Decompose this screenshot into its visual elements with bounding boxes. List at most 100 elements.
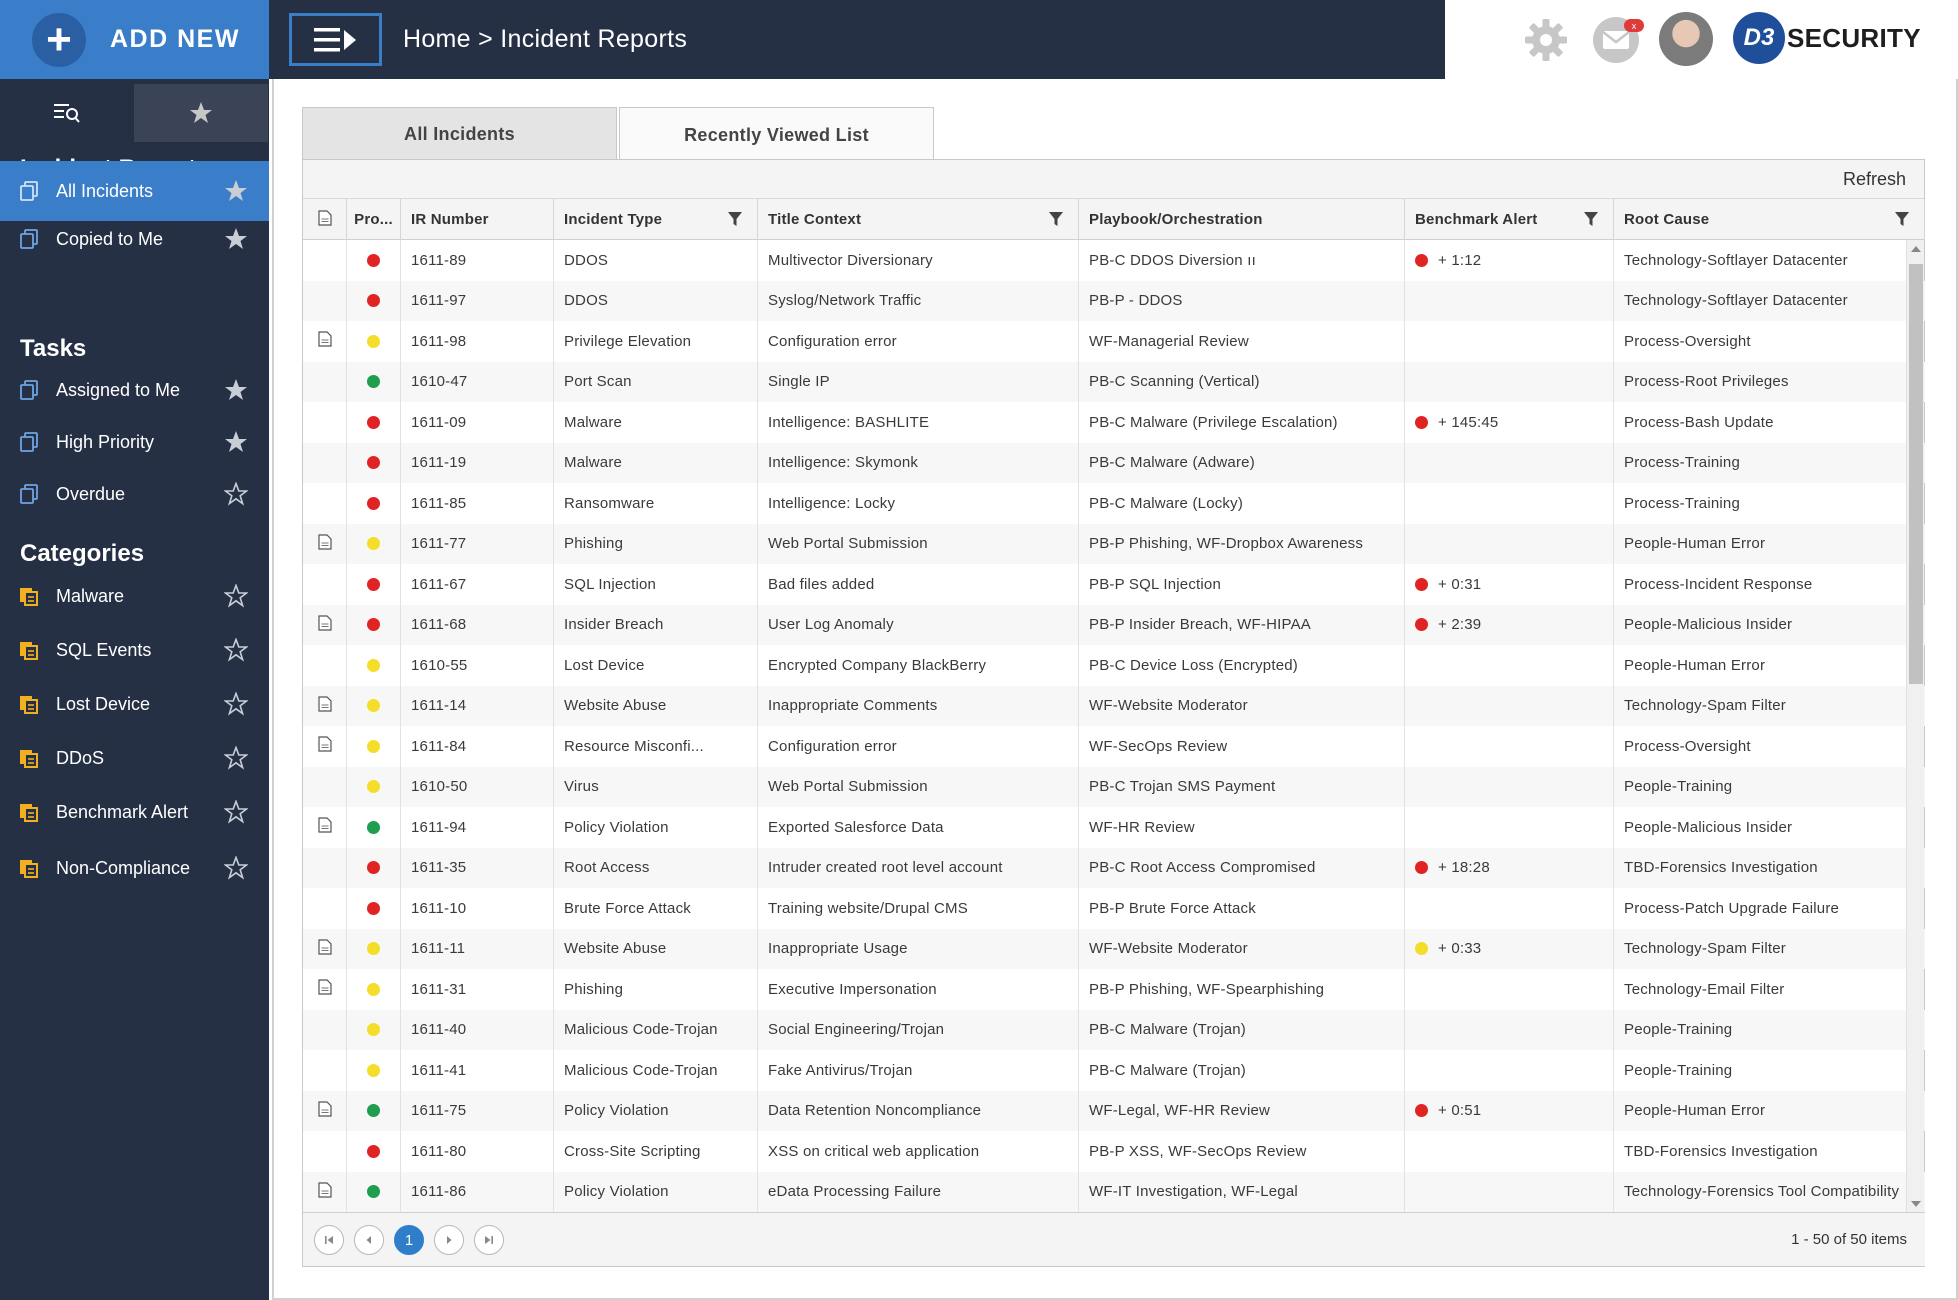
document-icon[interactable] xyxy=(317,1101,332,1121)
column-header-playbook[interactable]: Playbook/Orchestration xyxy=(1079,199,1405,240)
filter-icon[interactable] xyxy=(727,211,743,227)
ir-number-cell[interactable]: 1611-14 xyxy=(401,685,554,726)
scroll-up-arrow[interactable] xyxy=(1907,240,1924,258)
sidebar-item-benchmark-alert[interactable]: Benchmark Alert xyxy=(0,785,269,839)
ir-number-cell[interactable]: 1611-40 xyxy=(401,1009,554,1050)
sidebar-item-copied-to-me[interactable]: Copied to Me xyxy=(0,212,269,266)
sidebar-item-overdue[interactable]: Overdue xyxy=(0,467,269,521)
table-row[interactable]: 1610-47 Port Scan Single IP PB-C Scanning (… xyxy=(303,361,1925,402)
sidebar-item-high-priority[interactable]: High Priority xyxy=(0,415,269,469)
breadcrumb-home[interactable]: Home xyxy=(403,25,471,53)
ir-number-cell[interactable]: 1611-98 xyxy=(401,321,554,362)
column-header-ir-number[interactable]: IR Number xyxy=(401,199,554,240)
ir-number-cell[interactable]: 1611-09 xyxy=(401,402,554,443)
table-row[interactable]: 1611-84 Resource Misconfi... Configuration… xyxy=(303,726,1925,767)
document-icon[interactable] xyxy=(317,534,332,554)
messages-button[interactable]: x xyxy=(1590,16,1644,64)
sidebar-item-all-incidents[interactable]: All Incidents xyxy=(0,161,269,221)
refresh-button[interactable]: Refresh xyxy=(1842,169,1906,189)
ir-number-cell[interactable]: 1611-94 xyxy=(401,807,554,848)
sidebar-item-sql-events[interactable]: SQL Events xyxy=(0,623,269,677)
star-filled-icon[interactable] xyxy=(223,429,249,455)
document-icon[interactable] xyxy=(317,817,332,837)
column-header-attachment[interactable] xyxy=(303,199,347,240)
filter-icon[interactable] xyxy=(1583,211,1599,227)
settings-button[interactable] xyxy=(1522,16,1570,64)
tab-recently-viewed[interactable]: Recently Viewed List xyxy=(619,107,934,162)
document-icon[interactable] xyxy=(317,615,332,635)
table-row[interactable]: 1611-40 Malicious Code-Trojan Social Engin… xyxy=(303,1009,1925,1050)
table-row[interactable]: 1611-89 DDOS Multivector Diversionary PB-C … xyxy=(303,240,1925,281)
table-row[interactable]: 1611-09 Malware Intelligence: BASHLITE PB-C… xyxy=(303,402,1925,443)
ir-number-cell[interactable]: 1610-47 xyxy=(401,361,554,402)
document-icon[interactable] xyxy=(317,696,332,716)
star-outline-icon[interactable] xyxy=(223,637,249,663)
ir-number-cell[interactable]: 1611-84 xyxy=(401,726,554,767)
first-page-button[interactable] xyxy=(314,1225,344,1255)
table-row[interactable]: 1611-11 Website Abuse Inappropriate Usage W… xyxy=(303,928,1925,969)
ir-number-cell[interactable]: 1611-41 xyxy=(401,1050,554,1091)
star-outline-icon[interactable] xyxy=(223,691,249,717)
table-row[interactable]: 1611-67 SQL Injection Bad files added PB-P … xyxy=(303,564,1925,605)
table-row[interactable]: 1611-10 Brute Force Attack Training websit… xyxy=(303,888,1925,929)
document-icon[interactable] xyxy=(317,939,332,959)
table-row[interactable]: 1611-86 Policy Violation eData Processing … xyxy=(303,1171,1925,1212)
column-header-benchmark-alert[interactable]: Benchmark Alert xyxy=(1405,199,1614,240)
star-outline-icon[interactable] xyxy=(223,745,249,771)
column-header-priority[interactable]: Pro... xyxy=(347,199,401,240)
star-outline-icon[interactable] xyxy=(223,583,249,609)
table-row[interactable]: 1611-75 Policy Violation Data Retention No… xyxy=(303,1090,1925,1131)
ir-number-cell[interactable]: 1611-80 xyxy=(401,1131,554,1172)
ir-number-cell[interactable]: 1611-75 xyxy=(401,1090,554,1131)
star-outline-icon[interactable] xyxy=(223,855,249,881)
table-row[interactable]: 1611-97 DDOS Syslog/Network Traffic PB-P - … xyxy=(303,280,1925,321)
ir-number-cell[interactable]: 1611-86 xyxy=(401,1171,554,1212)
ir-number-cell[interactable]: 1611-35 xyxy=(401,847,554,888)
sidebar-tab-list[interactable] xyxy=(0,84,134,142)
table-row[interactable]: 1610-50 Virus Web Portal Submission PB-C Tr… xyxy=(303,766,1925,807)
star-filled-icon[interactable] xyxy=(223,226,249,252)
scroll-down-arrow[interactable] xyxy=(1907,1195,1924,1213)
sidebar-item-malware[interactable]: Malware xyxy=(0,569,269,623)
table-row[interactable]: 1610-55 Lost Device Encrypted Company Blac… xyxy=(303,645,1925,686)
last-page-button[interactable] xyxy=(474,1225,504,1255)
page-1-button[interactable]: 1 xyxy=(394,1225,424,1255)
column-header-root-cause[interactable]: Root Cause xyxy=(1614,199,1925,240)
table-row[interactable]: 1611-14 Website Abuse Inappropriate Commen… xyxy=(303,685,1925,726)
ir-number-cell[interactable]: 1611-89 xyxy=(401,240,554,281)
filter-icon[interactable] xyxy=(1048,211,1064,227)
next-page-button[interactable] xyxy=(434,1225,464,1255)
ir-number-cell[interactable]: 1611-31 xyxy=(401,969,554,1010)
ir-number-cell[interactable]: 1611-10 xyxy=(401,888,554,929)
tab-all-incidents[interactable]: All Incidents xyxy=(302,107,617,160)
table-row[interactable]: 1611-35 Root Access Intruder created root … xyxy=(303,847,1925,888)
ir-number-cell[interactable]: 1611-77 xyxy=(401,523,554,564)
ir-number-cell[interactable]: 1611-85 xyxy=(401,483,554,524)
sidebar-item-non-compliance[interactable]: Non-Compliance xyxy=(0,841,269,895)
ir-number-cell[interactable]: 1611-97 xyxy=(401,280,554,321)
filter-icon[interactable] xyxy=(1894,211,1910,227)
sidebar-tab-favorites[interactable] xyxy=(134,84,268,142)
table-row[interactable]: 1611-80 Cross-Site Scripting XSS on critic… xyxy=(303,1131,1925,1172)
table-row[interactable]: 1611-98 Privilege Elevation Configuration … xyxy=(303,321,1925,362)
table-row[interactable]: 1611-41 Malicious Code-Trojan Fake Antivir… xyxy=(303,1050,1925,1091)
document-icon[interactable] xyxy=(317,1182,332,1202)
star-filled-icon[interactable] xyxy=(223,377,249,403)
star-outline-icon[interactable] xyxy=(223,481,249,507)
ir-number-cell[interactable]: 1611-19 xyxy=(401,442,554,483)
table-row[interactable]: 1611-19 Malware Intelligence: Skymonk PB-C … xyxy=(303,442,1925,483)
sidebar-toggle-button[interactable] xyxy=(289,13,382,66)
scroll-thumb[interactable] xyxy=(1909,264,1923,684)
document-icon[interactable] xyxy=(317,736,332,756)
sidebar-item-ddos[interactable]: DDoS xyxy=(0,731,269,785)
sidebar-item-lost-device[interactable]: Lost Device xyxy=(0,677,269,731)
sidebar-item-assigned-to-me[interactable]: Assigned to Me xyxy=(0,363,269,417)
column-header-title-context[interactable]: Title Context xyxy=(758,199,1079,240)
ir-number-cell[interactable]: 1611-11 xyxy=(401,928,554,969)
table-row[interactable]: 1611-68 Insider Breach User Log Anomaly PB-… xyxy=(303,604,1925,645)
table-row[interactable]: 1611-85 Ransomware Intelligence: Locky PB-C… xyxy=(303,483,1925,524)
table-row[interactable]: 1611-94 Policy Violation Exported Salesfor… xyxy=(303,807,1925,848)
user-avatar[interactable] xyxy=(1659,12,1713,66)
prev-page-button[interactable] xyxy=(354,1225,384,1255)
ir-number-cell[interactable]: 1611-68 xyxy=(401,604,554,645)
